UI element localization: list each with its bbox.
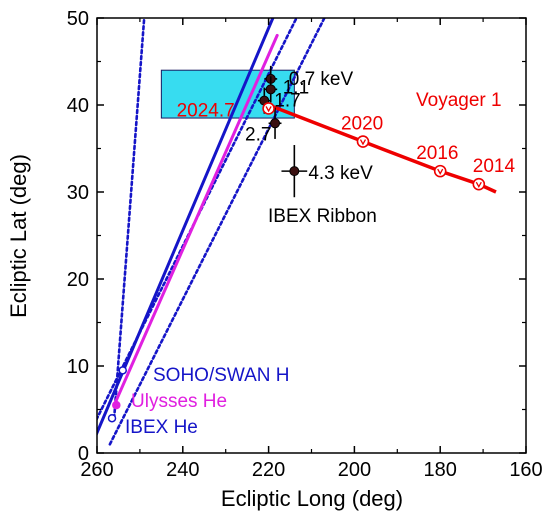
- y-tick-label: 40: [67, 95, 89, 117]
- ibex-he-label: IBEX He: [125, 417, 198, 438]
- voyager-year-label: 2024.7: [177, 100, 235, 121]
- y-axis-title: Ecliptic Lat (deg): [6, 154, 31, 318]
- swan-line-0: [97, 18, 275, 437]
- ulysses-label: Ulysses He: [131, 391, 227, 412]
- ibex-energy-label: 1.7: [274, 91, 300, 112]
- x-tick-label: 180: [424, 459, 457, 481]
- x-tick-label: 200: [338, 459, 371, 481]
- voyager-marker-circle: [472, 177, 486, 191]
- swan-line-2: [112, 18, 146, 420]
- x-tick-label: 240: [166, 459, 199, 481]
- y-tick-label: 10: [67, 356, 89, 378]
- crossing-point: [118, 366, 127, 375]
- voyager-marker: [262, 102, 275, 115]
- ibex-marker: [270, 118, 281, 129]
- y-tick-label: 20: [67, 269, 89, 291]
- x-tick-label: 260: [80, 459, 113, 481]
- voyager-marker-circle: [433, 164, 447, 178]
- voyager-marker-glyph: [437, 168, 444, 175]
- voyager-marker-glyph: [475, 181, 482, 189]
- ibex-energy-label: 1.1: [283, 77, 309, 98]
- ulysses-line: [112, 33, 279, 407]
- voyager-year-label: 2014: [473, 156, 516, 177]
- ibex-ribbon-point: [268, 107, 282, 139]
- swan-label: SOHO/SWAN H: [153, 365, 290, 386]
- ibex-energy-label: 0.7 keV: [289, 69, 354, 90]
- ibex-ribbon-point: [281, 145, 308, 198]
- x-tick-label: 220: [252, 459, 285, 481]
- ibex-he-line: [108, 18, 326, 446]
- voyager-marker: [356, 135, 370, 148]
- y-tick-label: 50: [67, 8, 89, 30]
- x-tick-label: 160: [509, 459, 542, 481]
- voyager-label: Voyager 1: [416, 90, 502, 111]
- plot-frame: [96, 17, 527, 454]
- ibex-marker: [265, 84, 276, 95]
- x-axis-title: Ecliptic Long (deg): [221, 486, 403, 511]
- voyager-marker: [472, 177, 486, 191]
- voyager-marker-glyph: [359, 139, 367, 146]
- ibex-marker: [289, 166, 300, 177]
- y-tick-label: 0: [78, 443, 89, 465]
- voyager-year-label: 2020: [341, 114, 383, 135]
- voyager-year-label: 2016: [416, 143, 458, 164]
- y-tick-labels: 0 10 20 30 40 50: [67, 8, 89, 465]
- voyager-marker: [433, 164, 447, 178]
- plot-content: [97, 18, 497, 446]
- ibex-energy-label: 2.7: [245, 124, 271, 145]
- y-tick-label: 30: [67, 182, 89, 204]
- crossing-point: [107, 413, 117, 423]
- ibex-energy-label: 4.3 keV: [308, 163, 373, 184]
- voyager-marker-glyph: [265, 106, 272, 113]
- crossing-point: [112, 400, 121, 410]
- ibex-ribbon-label: IBEX Ribbon: [268, 206, 377, 227]
- x-tick-labels: 260 240 220 200 180 160: [80, 459, 542, 481]
- ibex-ribbon-point: [264, 76, 278, 103]
- voyager-marker-circle: [356, 135, 370, 148]
- voyager-marker-circle: [262, 102, 275, 115]
